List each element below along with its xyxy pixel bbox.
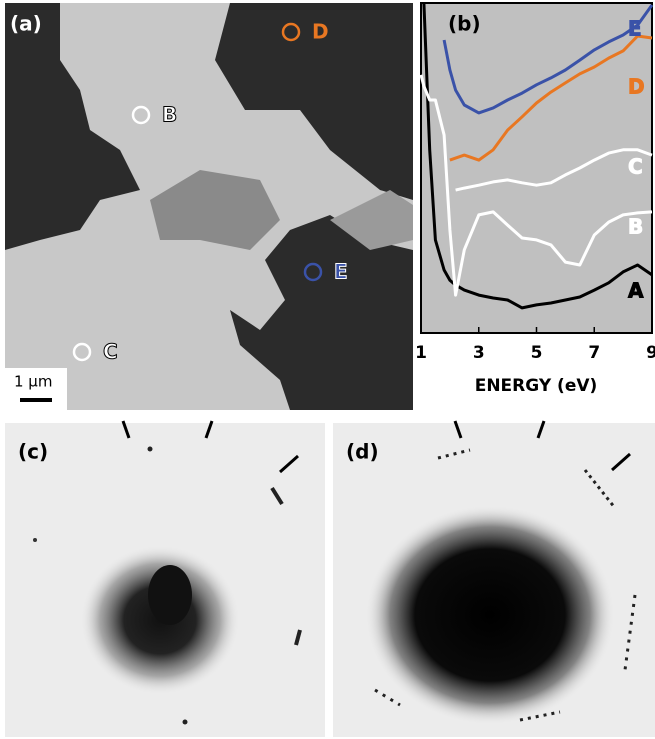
series-label: D [628, 75, 645, 99]
x-tick-label: 3 [473, 343, 485, 363]
series-label: C [628, 155, 643, 179]
marker-label: C [103, 340, 118, 364]
diffraction-center [365, 505, 615, 725]
series-label: E [628, 17, 642, 41]
marker-label: E [334, 260, 348, 284]
scale-bar-label: 1 μm [14, 373, 52, 391]
panel-label: (d) [346, 440, 379, 464]
panel-label: (b) [448, 12, 481, 36]
spot [148, 447, 153, 452]
diffraction-center [148, 565, 192, 625]
x-tick-label: 7 [588, 343, 600, 363]
spot [33, 538, 37, 542]
x-tick-label: 1 [415, 343, 427, 363]
figure: D B E C (a) 1 μm (b) ENERGY (eV) 1 3 5 7 9 A B… [0, 0, 655, 739]
panel-label: (a) [10, 12, 42, 36]
marker-label: D [312, 20, 329, 44]
panel-d: (d) [333, 421, 655, 737]
marker-label: B [162, 103, 177, 127]
series-label: B [628, 215, 643, 239]
panel-b: (b) ENERGY (eV) 1 3 5 7 9 A B C D E [415, 3, 655, 396]
series-label: A [628, 279, 644, 303]
x-tick-label: 5 [531, 343, 543, 363]
panel-label: (c) [18, 440, 48, 464]
panel-c: (c) [5, 421, 325, 737]
x-tick-label: 9 [646, 343, 655, 363]
spot [183, 720, 188, 725]
panel-a: D B E C (a) 1 μm [5, 3, 413, 410]
x-axis-label: ENERGY (eV) [475, 376, 598, 396]
